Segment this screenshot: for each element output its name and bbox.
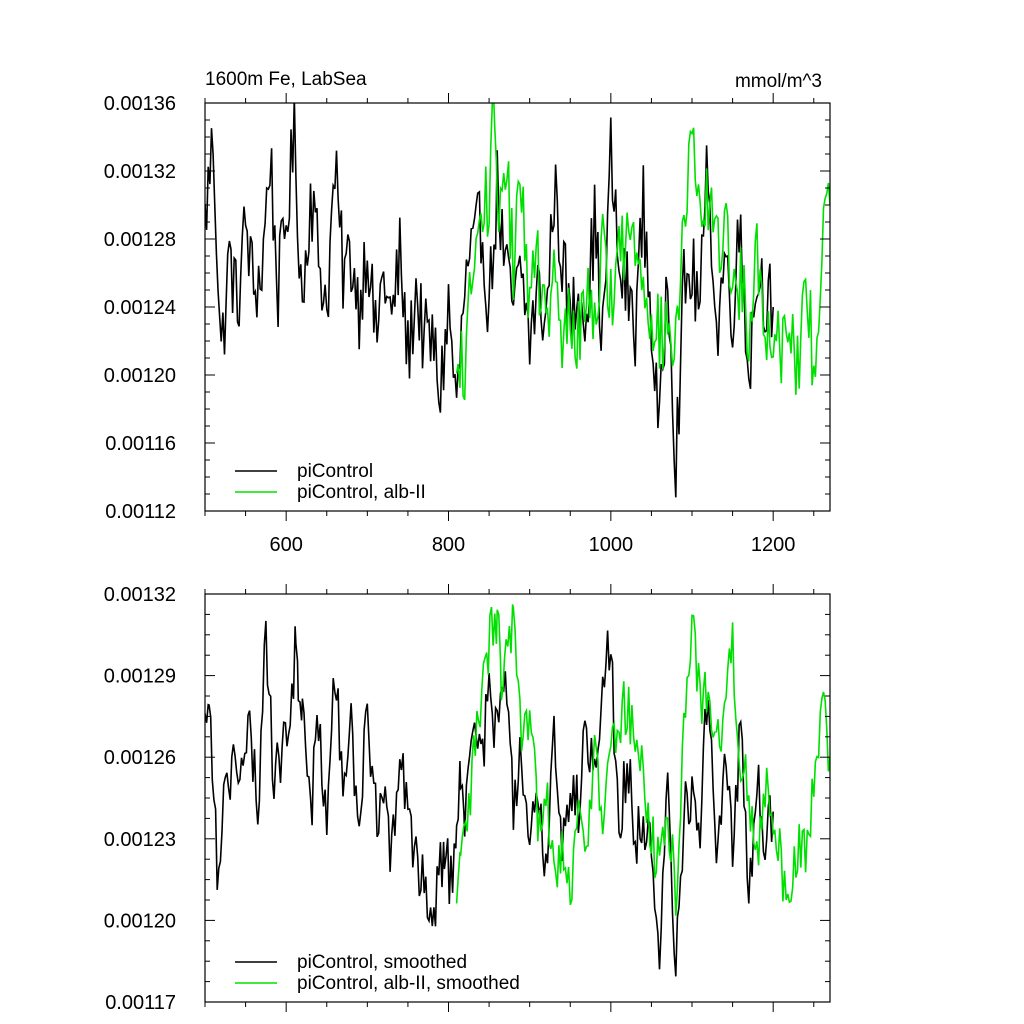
chart-title: 1600m Fe, LabSea: [205, 69, 367, 90]
series-line-1: [205, 103, 774, 498]
y-tick-label: 0.00116: [105, 433, 176, 455]
chart-panel-1: 600 800 1000 1200 0.00112 0.00116 0.00120 0.001…: [104, 69, 831, 556]
y-tick-label: 0.00112: [105, 501, 176, 523]
series-line-2: [455, 103, 830, 401]
legend-label: piControl: [297, 461, 373, 482]
y-tick-label: 0.00126: [104, 747, 176, 769]
y-tick-label: 0.00117: [105, 992, 176, 1014]
legend-label: piControl, alb-II: [297, 482, 426, 503]
x-tick-label: 600: [269, 534, 302, 556]
y-tick-label: 0.00128: [104, 229, 176, 251]
chart-panel-2: 0.00117 0.00120 0.00123 0.00126 0.00129 0.001…: [104, 584, 831, 1014]
units-label: mmol/m^3: [735, 71, 822, 92]
series-line-1: [205, 620, 774, 977]
y-tick-label: 0.00136: [104, 93, 176, 115]
y-tick-label: 0.00132: [104, 161, 176, 183]
y-tick-label: 0.00120: [104, 910, 176, 932]
y-tick-label: 0.00124: [104, 297, 176, 319]
y-tick-label: 0.00120: [104, 365, 176, 387]
y-tick-label: 0.00123: [104, 829, 176, 851]
legend-label: piControl, smoothed: [297, 952, 467, 973]
x-tick-label: 1000: [589, 534, 634, 556]
legend-label: piControl, alb-II, smoothed: [297, 973, 520, 994]
y-tick-label: 0.00129: [104, 666, 176, 688]
x-tick-label: 800: [432, 534, 465, 556]
y-tick-label: 0.00132: [104, 584, 176, 606]
x-tick-label: 1200: [751, 534, 796, 556]
series-line-2: [455, 604, 830, 916]
plot-frame: [204, 102, 831, 512]
